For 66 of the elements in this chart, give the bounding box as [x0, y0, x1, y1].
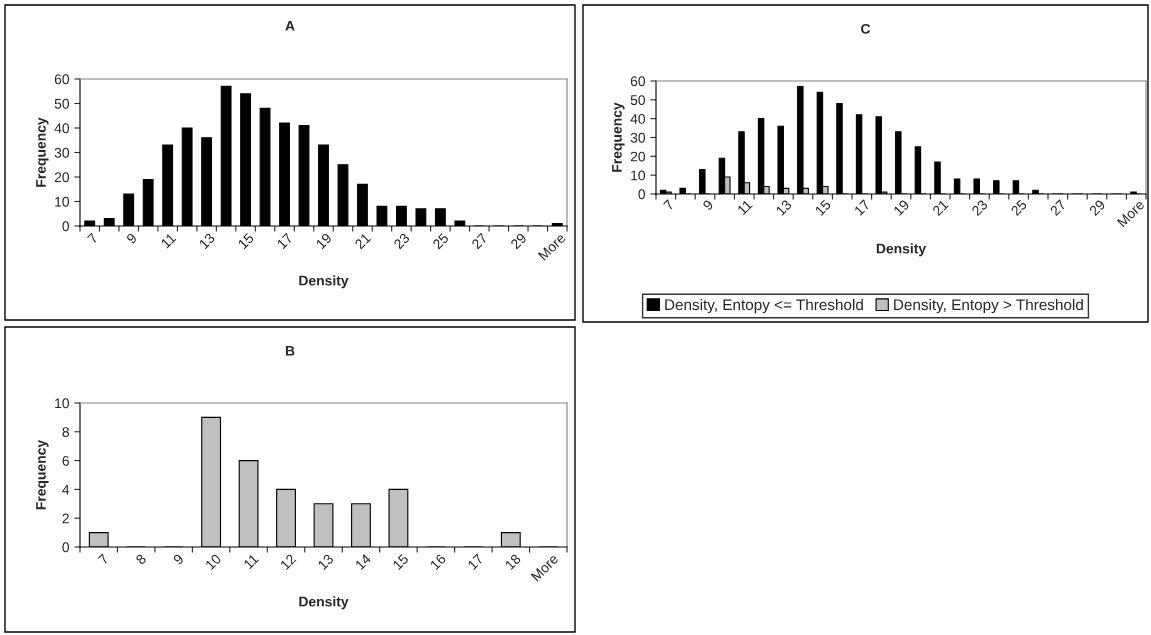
x-tick-label: 15 [237, 232, 255, 250]
x-tick-label: 7 [97, 553, 110, 565]
y-tick-label: 0 [62, 542, 70, 553]
x-tick-label: 27 [471, 232, 488, 250]
x-tick-label: 7 [87, 232, 99, 244]
y-axis-title: Frequency [612, 102, 625, 172]
x-tick-label: 9 [702, 199, 714, 211]
x-tick-label: 25 [432, 232, 450, 250]
y-tick-label: 60 [54, 74, 70, 85]
x-tick-label: 21 [354, 232, 372, 250]
x-tick-label: 11 [243, 553, 259, 570]
x-axis-title: Density [299, 596, 349, 610]
x-tick-label: 15 [814, 199, 832, 216]
y-axis-title: Frequency [36, 439, 49, 510]
chart-title: A [285, 21, 295, 31]
x-tick-label: 15 [392, 553, 409, 571]
y-tick-label: 40 [630, 114, 646, 124]
y-tick-label: 8 [62, 427, 69, 437]
x-tick-label: 19 [893, 199, 910, 216]
legend-label: Density, Entopy > Threshold [894, 298, 1083, 314]
y-axis-title: Frequency [36, 117, 49, 187]
x-tick-label: 14 [354, 553, 372, 571]
x-tick-label: 11 [737, 199, 753, 216]
y-tick-label: 20 [54, 172, 70, 183]
y-tick-label: 0 [62, 221, 70, 232]
y-tick-label: 50 [630, 95, 646, 105]
x-tick-label: 18 [504, 553, 522, 571]
y-tick-label: 20 [630, 151, 646, 162]
y-tick-label: 50 [54, 98, 70, 109]
y-tick-label: 10 [631, 170, 646, 181]
x-tick-label: 23 [971, 199, 989, 217]
x-tick-label: 29 [1088, 199, 1106, 217]
x-tick-label: 29 [510, 232, 527, 250]
legend-label: Density, Entopy <= Threshold [665, 298, 863, 314]
x-tick-label: 12 [279, 553, 297, 571]
x-tick-label: 21 [931, 199, 949, 217]
y-tick-label: 30 [630, 132, 646, 143]
x-tick-label: 10 [204, 553, 222, 571]
y-tick-label: 10 [55, 398, 70, 409]
x-tick-label: 13 [775, 199, 793, 216]
x-tick-label: 17 [276, 232, 294, 250]
x-tick-label: 9 [172, 553, 185, 565]
x-tick-label: 25 [1010, 199, 1028, 217]
y-tick-label: 30 [54, 147, 70, 158]
x-tick-label: 19 [315, 232, 333, 250]
x-tick-label: 27 [1049, 199, 1067, 217]
x-axis-title: Density [876, 243, 927, 257]
chart-title: C [861, 23, 871, 34]
y-tick-label: 0 [638, 189, 646, 200]
x-tick-label: 7 [663, 199, 675, 211]
y-tick-label: 60 [630, 76, 646, 87]
x-tick-label: 8 [135, 553, 147, 566]
x-tick-label: 16 [429, 553, 447, 571]
x-tick-label: 17 [853, 199, 871, 216]
y-tick-label: 2 [62, 513, 69, 524]
y-tick-label: 40 [54, 123, 70, 134]
x-tick-label: 23 [393, 232, 411, 250]
x-tick-label: 13 [198, 232, 216, 250]
x-tick-label: 9 [125, 232, 138, 245]
x-tick-label: 11 [160, 232, 177, 249]
y-tick-label: 4 [62, 484, 70, 495]
x-axis-title: Density [299, 275, 349, 289]
chart-title: B [285, 346, 295, 356]
y-tick-label: 6 [62, 455, 69, 466]
x-tick-label: 13 [317, 553, 335, 571]
x-tick-label: 17 [467, 553, 484, 571]
